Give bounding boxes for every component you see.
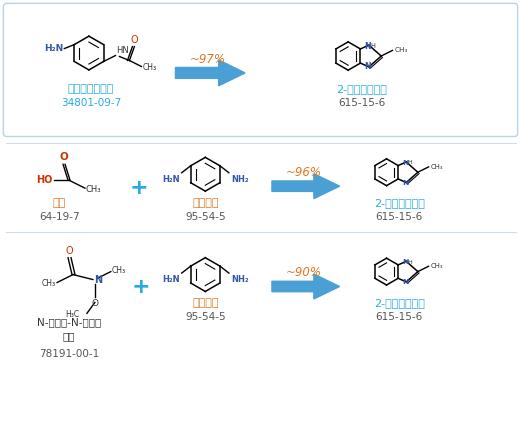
Text: 615-15-6: 615-15-6 bbox=[376, 312, 423, 322]
Text: HO: HO bbox=[35, 175, 52, 185]
Text: 64-19-7: 64-19-7 bbox=[39, 212, 79, 222]
Text: CH₃: CH₃ bbox=[42, 279, 56, 288]
Text: H₂N: H₂N bbox=[162, 275, 180, 284]
Text: ~90%: ~90% bbox=[286, 266, 322, 279]
Text: O: O bbox=[130, 35, 138, 45]
Text: 34801-09-7: 34801-09-7 bbox=[61, 98, 121, 108]
Text: O: O bbox=[65, 246, 73, 256]
Text: H: H bbox=[407, 260, 412, 265]
Text: 2-甲基苯并咋唑: 2-甲基苯并咋唑 bbox=[336, 84, 387, 94]
Text: 78191-00-1: 78191-00-1 bbox=[39, 349, 99, 359]
Text: N: N bbox=[365, 62, 371, 71]
Text: +: + bbox=[132, 278, 150, 298]
Text: 2-甲基苯并咋唑: 2-甲基苯并咋唑 bbox=[374, 298, 425, 308]
Text: NH₂: NH₂ bbox=[231, 175, 248, 184]
Text: +: + bbox=[129, 178, 148, 198]
Text: NH₂: NH₂ bbox=[231, 275, 248, 284]
FancyBboxPatch shape bbox=[3, 3, 518, 136]
Text: H₃C: H₃C bbox=[65, 310, 79, 319]
Text: CH₃: CH₃ bbox=[143, 63, 157, 72]
Text: N: N bbox=[402, 279, 409, 285]
Text: 邻氨基乙酰苯胺: 邻氨基乙酰苯胺 bbox=[68, 84, 114, 94]
Text: H₂N: H₂N bbox=[162, 175, 180, 184]
Polygon shape bbox=[272, 274, 340, 299]
Text: N: N bbox=[94, 275, 102, 284]
Polygon shape bbox=[175, 60, 245, 86]
Text: CH₃: CH₃ bbox=[395, 47, 408, 53]
Text: HN: HN bbox=[116, 46, 129, 54]
Text: N: N bbox=[402, 259, 409, 265]
Text: N: N bbox=[365, 42, 371, 51]
Text: 2-甲基苯并咋唑: 2-甲基苯并咋唑 bbox=[374, 198, 425, 208]
Text: H: H bbox=[370, 43, 375, 49]
Text: N-甲氧基-N-甲基乙: N-甲氧基-N-甲基乙 bbox=[37, 317, 101, 327]
Text: 乙酸: 乙酸 bbox=[52, 198, 66, 208]
Text: CH₃: CH₃ bbox=[431, 263, 443, 269]
Text: N: N bbox=[402, 160, 409, 166]
Text: 615-15-6: 615-15-6 bbox=[338, 98, 385, 108]
Text: O: O bbox=[60, 152, 68, 162]
Text: CH₃: CH₃ bbox=[86, 185, 101, 194]
Text: CH₃: CH₃ bbox=[431, 164, 443, 170]
Text: 邻苯二胺: 邻苯二胺 bbox=[192, 298, 219, 308]
Text: H: H bbox=[407, 160, 412, 165]
Text: ~97%: ~97% bbox=[189, 52, 226, 65]
Text: 615-15-6: 615-15-6 bbox=[376, 212, 423, 222]
Text: 95-54-5: 95-54-5 bbox=[185, 312, 226, 322]
Text: H₂N: H₂N bbox=[44, 44, 63, 53]
Text: ~96%: ~96% bbox=[286, 166, 322, 179]
Text: 酰胺: 酰胺 bbox=[63, 331, 75, 341]
Text: 邻苯二胺: 邻苯二胺 bbox=[192, 198, 219, 208]
Text: CH₃: CH₃ bbox=[112, 266, 126, 275]
Text: N: N bbox=[402, 179, 409, 186]
Polygon shape bbox=[272, 174, 340, 199]
Text: 95-54-5: 95-54-5 bbox=[185, 212, 226, 222]
Text: O: O bbox=[91, 300, 98, 308]
